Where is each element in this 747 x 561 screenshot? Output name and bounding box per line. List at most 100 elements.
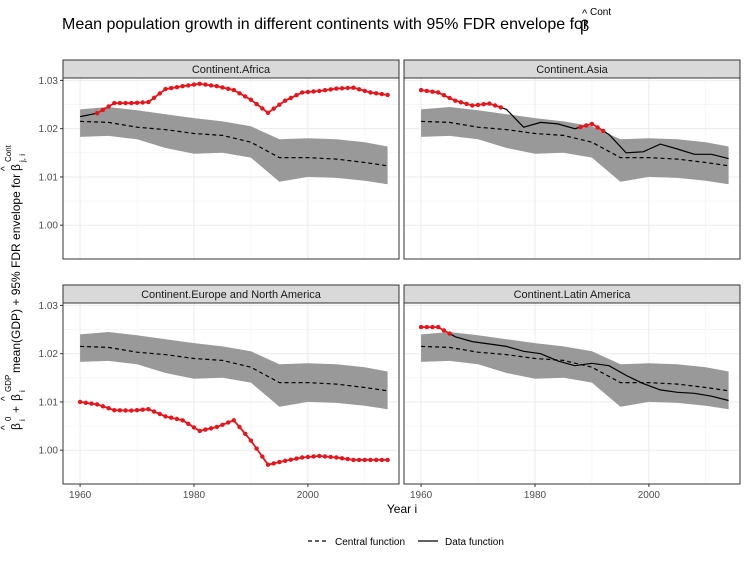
significant-point [589,121,595,127]
significant-point [345,85,350,91]
y-tick-label: 1.03 [39,301,59,312]
panel-border [62,77,400,260]
significant-point [356,87,362,92]
significant-point [260,454,265,459]
significant-point [424,88,429,94]
y-tick-label: 1.02 [39,349,59,360]
significant-point [260,106,265,111]
significant-point [453,98,458,103]
significant-point [220,85,225,90]
significant-point [237,424,242,430]
significant-point [208,83,214,88]
significant-point [578,124,583,130]
legend-data-label: Data function [445,537,504,548]
fdr-envelope [80,107,388,185]
facet-panels: Continent.Africa1.001.011.021.03Continen… [39,59,741,501]
significant-point [368,457,373,463]
x-tick-label: 2000 [297,490,320,501]
panel-border [403,77,741,260]
significant-point [584,123,589,128]
x-tick-label: 1960 [69,490,92,501]
significant-point [385,457,390,463]
significant-point [180,84,185,89]
legend-central-label: Central function [335,537,405,548]
significant-point [265,110,271,116]
significant-point [163,86,168,92]
significant-point [203,427,208,432]
ylabel-beta0: β [9,423,23,430]
facet-strip-label: Continent.Latin America [514,289,632,301]
significant-point [214,424,219,430]
significant-point [271,106,276,111]
ylabel-betagdp-sub: i [18,390,27,392]
y-tick-label: 1.00 [39,221,59,232]
data-function-line [421,326,729,402]
significant-point [83,400,89,405]
significant-point [163,414,168,419]
x-tick-label: 1960 [410,490,433,501]
significant-point [282,458,288,463]
ylabel-betagdp-hat: ^ [0,396,11,401]
significant-point [117,408,123,413]
significant-segment [96,82,388,114]
x-tick-label: 2000 [638,490,661,501]
significant-point [492,103,498,108]
significant-point [300,90,305,95]
x-tick-label: 1980 [524,490,547,501]
significant-point [322,88,328,93]
significant-point [231,418,236,423]
significant-point [243,94,248,99]
significant-point [362,457,367,463]
significant-point [385,92,390,98]
significant-point [100,404,106,409]
y-tick-label: 1.00 [39,446,59,457]
significant-point [379,457,385,463]
significant-point [197,81,202,87]
ylabel-beta0-sub: i [18,419,27,421]
significant-point [123,408,128,413]
significant-point [379,91,385,97]
facet-panel: Continent.Asia [403,59,741,260]
panel-border [62,302,400,485]
significant-point [106,406,111,411]
significant-point [169,85,174,91]
facet-panel: Continent.Latin America 1960 1980 2000 [403,284,741,501]
significant-point [305,454,311,460]
significant-point [311,454,316,459]
significant-point [339,86,345,91]
significant-point [208,426,214,431]
significant-point [220,422,225,427]
significant-point [191,82,197,87]
significant-point [95,402,100,407]
significant-point [339,456,345,461]
significant-point [351,85,356,90]
title-beta-sup: Cont [590,7,611,18]
significant-point [311,89,316,94]
significant-point [447,95,452,101]
significant-point [226,420,231,425]
fdr-envelope [421,332,729,410]
significant-point [328,454,333,460]
significant-point [317,453,322,459]
ylabel-betaj-sub: j, i [18,154,27,163]
significant-point [441,93,447,98]
significant-point [356,457,362,463]
significant-point [146,99,151,105]
significant-point [288,457,293,462]
significant-point [294,93,299,98]
ylabel-betaj-hat: ^ [0,166,11,171]
significant-point [345,456,350,462]
significant-point [464,101,469,107]
significant-point [248,438,254,443]
significant-point [243,431,248,436]
significant-point [197,428,202,434]
significant-point [334,86,339,91]
significant-point [77,399,83,405]
significant-point [254,101,259,107]
ylabel-betaj: β [9,164,23,171]
significant-point [288,95,293,101]
significant-point [214,84,219,89]
significant-point [436,324,441,330]
title-beta-hat: β [580,18,589,35]
